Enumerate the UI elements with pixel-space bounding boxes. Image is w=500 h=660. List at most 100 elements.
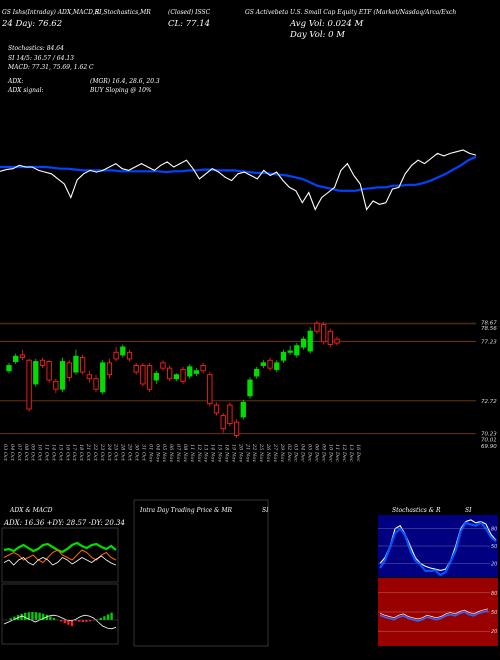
- stochastic-k-line: [379, 519, 497, 571]
- candle-body: [39, 359, 46, 366]
- macd-line: [3, 614, 117, 630]
- date-label: 11 Nov: [189, 444, 195, 462]
- date-label: 24 Oct: [106, 443, 112, 462]
- candle-body: [307, 330, 313, 352]
- date-label: 14 Nov: [210, 444, 216, 462]
- candle: [287, 345, 293, 355]
- rsi-blue-line: [379, 609, 489, 622]
- candle: [6, 362, 12, 374]
- candle: [220, 412, 226, 433]
- macd-bar: [45, 614, 48, 620]
- date-label: 22 Oct: [92, 443, 98, 462]
- macd-bar: [63, 620, 66, 624]
- date-label: 25 Nov: [258, 443, 264, 462]
- candle-body: [46, 361, 52, 381]
- adx-signal-label: ADX signal:: [8, 87, 44, 94]
- candle: [233, 419, 240, 438]
- macd-bar: [74, 620, 77, 622]
- candle: [213, 402, 220, 416]
- candle: [146, 362, 153, 392]
- date-label: 28 Oct: [120, 443, 126, 462]
- date-label: 18 Oct: [78, 444, 84, 462]
- stochastic-axis-label: 80: [491, 527, 497, 533]
- candle-body: [120, 346, 126, 356]
- candle-body: [146, 365, 153, 390]
- candle-body: [113, 351, 119, 360]
- candle: [167, 365, 173, 382]
- macd-bar: [38, 612, 41, 620]
- date-label: 19 Nov: [230, 444, 236, 462]
- intraday-title: Intra Day Trading Price & MR: [140, 507, 233, 514]
- candle-body: [274, 362, 280, 370]
- date-label: 08 Oct: [23, 444, 29, 462]
- macd-bar: [85, 620, 88, 622]
- candle: [227, 402, 233, 427]
- closed-label: (Closed) ISSC: [168, 9, 211, 16]
- candle: [100, 360, 106, 395]
- candle: [260, 360, 267, 369]
- date-label: 03 Dec: [293, 444, 299, 462]
- date-label: 02 Dec: [286, 444, 292, 462]
- candle: [193, 368, 200, 377]
- date-label: 10 Dec: [327, 444, 333, 462]
- macd-bar: [106, 614, 110, 620]
- candle-body: [300, 338, 307, 348]
- macd-bar: [88, 620, 92, 622]
- candle-body: [126, 351, 133, 360]
- date-label: 16 Dec: [355, 444, 361, 462]
- stoch-panel-si: SI: [465, 507, 472, 514]
- candle: [33, 358, 39, 387]
- candle-body: [6, 365, 12, 372]
- date-label: 23 Oct: [99, 443, 105, 462]
- candle: [247, 377, 253, 399]
- candle-body: [187, 366, 193, 377]
- candle: [106, 358, 113, 379]
- adx-value: (MGR) 16.4, 28.6, 20.3: [90, 78, 160, 85]
- adx-panel-sub: ADX: 16.36 +DY: 28.57 -DY: 20.34: [4, 519, 125, 527]
- candle-body: [66, 362, 72, 378]
- macd-bar: [20, 613, 23, 620]
- candle: [59, 357, 66, 392]
- intraday-si: SI: [262, 507, 269, 514]
- date-label: 03 Oct: [2, 444, 8, 462]
- candle-body: [334, 338, 340, 344]
- candle: [86, 370, 92, 383]
- candle: [13, 353, 19, 365]
- day-volume: Day Vol: 0 M: [290, 30, 345, 40]
- macd-bar: [103, 616, 106, 620]
- date-label: 06 Nov: [168, 444, 174, 462]
- candle-body: [173, 374, 179, 380]
- candle: [307, 327, 313, 354]
- price-axis-label: 72.72: [481, 399, 497, 405]
- date-label: 31 Oct: [140, 444, 146, 462]
- ema-line: [0, 155, 477, 192]
- date-label: 04 Oct: [9, 444, 15, 462]
- candle: [240, 399, 246, 420]
- candle-body: [140, 365, 146, 385]
- candle-body: [19, 354, 26, 359]
- macd-bar: [99, 617, 102, 620]
- macd-bar: [31, 612, 34, 620]
- date-label: 05 Nov: [161, 444, 167, 462]
- adx-label: ADX:: [8, 78, 24, 85]
- date-label: 21 Nov: [244, 443, 250, 462]
- date-label: 13 Dec: [348, 444, 354, 462]
- candle-body: [193, 370, 200, 374]
- date-label: 16 Oct: [64, 444, 70, 462]
- candle: [200, 362, 206, 374]
- candle: [73, 349, 79, 375]
- date-label: 13 Nov: [203, 444, 209, 462]
- rsi-axis-label: 80: [491, 591, 497, 597]
- candle-body: [13, 355, 19, 362]
- date-label: 08 Nov: [182, 444, 188, 462]
- candle: [126, 349, 133, 362]
- candle: [254, 366, 260, 379]
- price-axis-label: 78.56: [481, 326, 497, 332]
- candle-body: [53, 380, 59, 390]
- date-label: 07 Nov: [175, 444, 181, 462]
- date-label: 26 Nov: [265, 443, 271, 462]
- candle-body: [59, 361, 66, 390]
- date-label: 20 Nov: [237, 443, 243, 462]
- candle-body: [327, 330, 333, 345]
